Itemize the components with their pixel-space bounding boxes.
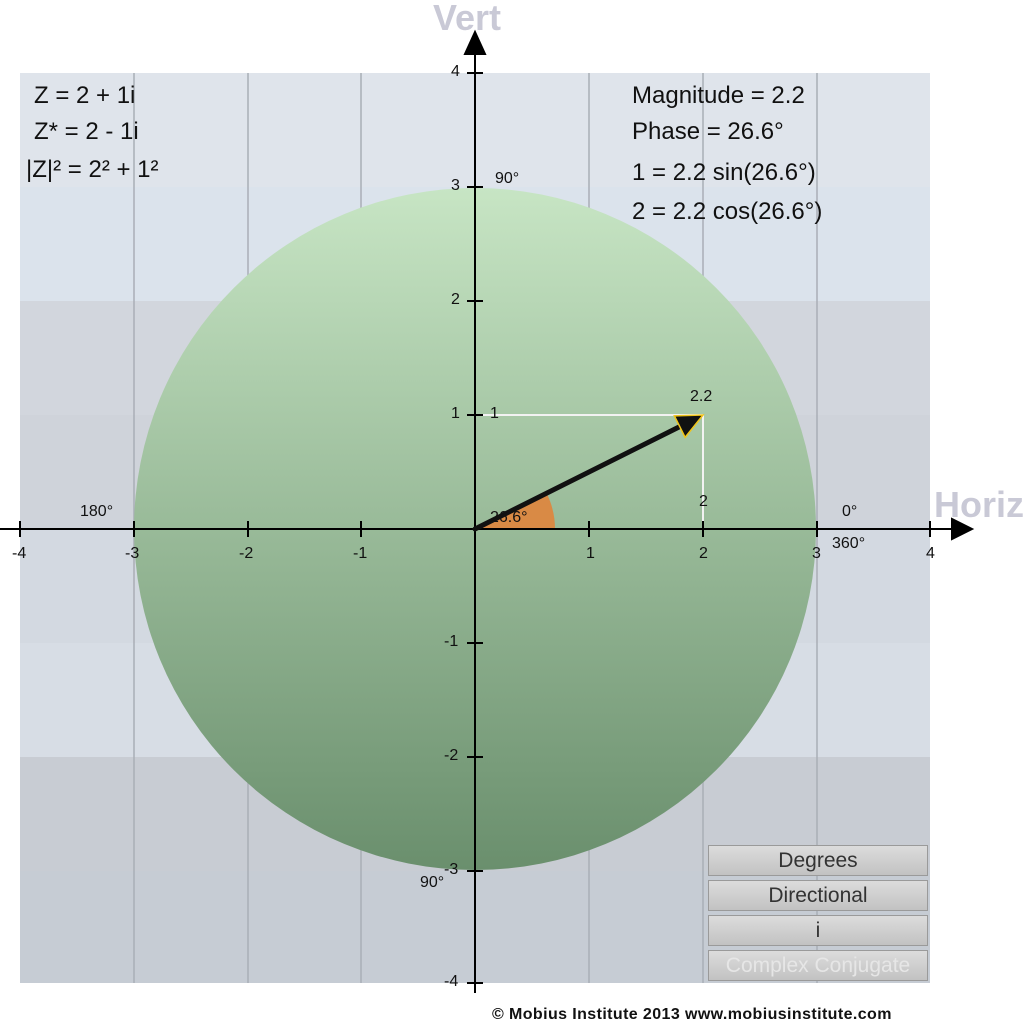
y-tick-label: -1: [444, 633, 459, 650]
phase-angle-label: 26.6°: [490, 509, 528, 526]
component-lines: [475, 414, 704, 529]
x-tick-label: 4: [926, 545, 935, 562]
vector-magnitude-label: 2.2: [690, 388, 713, 405]
sine-equation: 1 = 2.2 sin(26.6°): [632, 159, 816, 186]
y-tick-label: 2: [451, 291, 460, 308]
imaginary-component-label: 1: [490, 405, 499, 422]
conjugate-formula: Z* = 2 - 1i: [34, 118, 139, 145]
phase-readout: Phase = 26.6°: [632, 118, 784, 145]
real-component-label: 2: [699, 493, 708, 510]
horizontal-axis-arrow: [951, 517, 975, 541]
y-tick-label: -3: [444, 861, 459, 878]
y-tick-label: -4: [444, 973, 459, 990]
cosine-equation: 2 = 2.2 cos(26.6°): [632, 198, 823, 225]
complex-vector[interactable]: [472, 424, 683, 532]
complex-number-formula: Z = 2 + 1i: [34, 82, 136, 109]
directional-button[interactable]: Directional: [708, 880, 928, 911]
angle-label-270: 90°: [420, 874, 445, 891]
y-tick-label: 3: [451, 177, 460, 194]
angle-label-180: 180°: [80, 503, 114, 520]
i-button[interactable]: i: [708, 915, 928, 946]
degrees-button[interactable]: Degrees: [708, 845, 928, 876]
vertical-axis-title: Vert: [433, 0, 502, 38]
x-tick-label: 1: [586, 545, 595, 562]
horizontal-axis-title: Horiz: [934, 484, 1024, 525]
x-tick-label: -4: [12, 545, 27, 562]
vertical-axis-arrow: [463, 29, 487, 55]
angle-label-360: 360°: [832, 535, 866, 552]
complex-conjugate-button: Complex Conjugate: [708, 950, 928, 981]
x-tick-label: -2: [239, 545, 254, 562]
x-tick-label: 2: [699, 545, 708, 562]
magnitude-readout: Magnitude = 2.2: [632, 82, 805, 109]
y-tick-label: -2: [444, 747, 459, 764]
copyright-footer: © Mobius Institute 2013 www.mobiusinstit…: [492, 1006, 892, 1023]
modulus-squared-formula: |Z|² = 2² + 1²: [26, 156, 159, 183]
y-tick-label: 1: [451, 405, 460, 422]
vector-arrowhead[interactable]: [673, 414, 705, 439]
angle-label-90: 90°: [495, 170, 520, 187]
x-tick-label: -3: [125, 545, 140, 562]
angle-label-0: 0°: [842, 503, 858, 520]
x-tick-label: -1: [353, 545, 368, 562]
tick-marks: [19, 72, 931, 984]
x-tick-label: 3: [812, 545, 821, 562]
y-tick-label: 4: [451, 63, 460, 80]
